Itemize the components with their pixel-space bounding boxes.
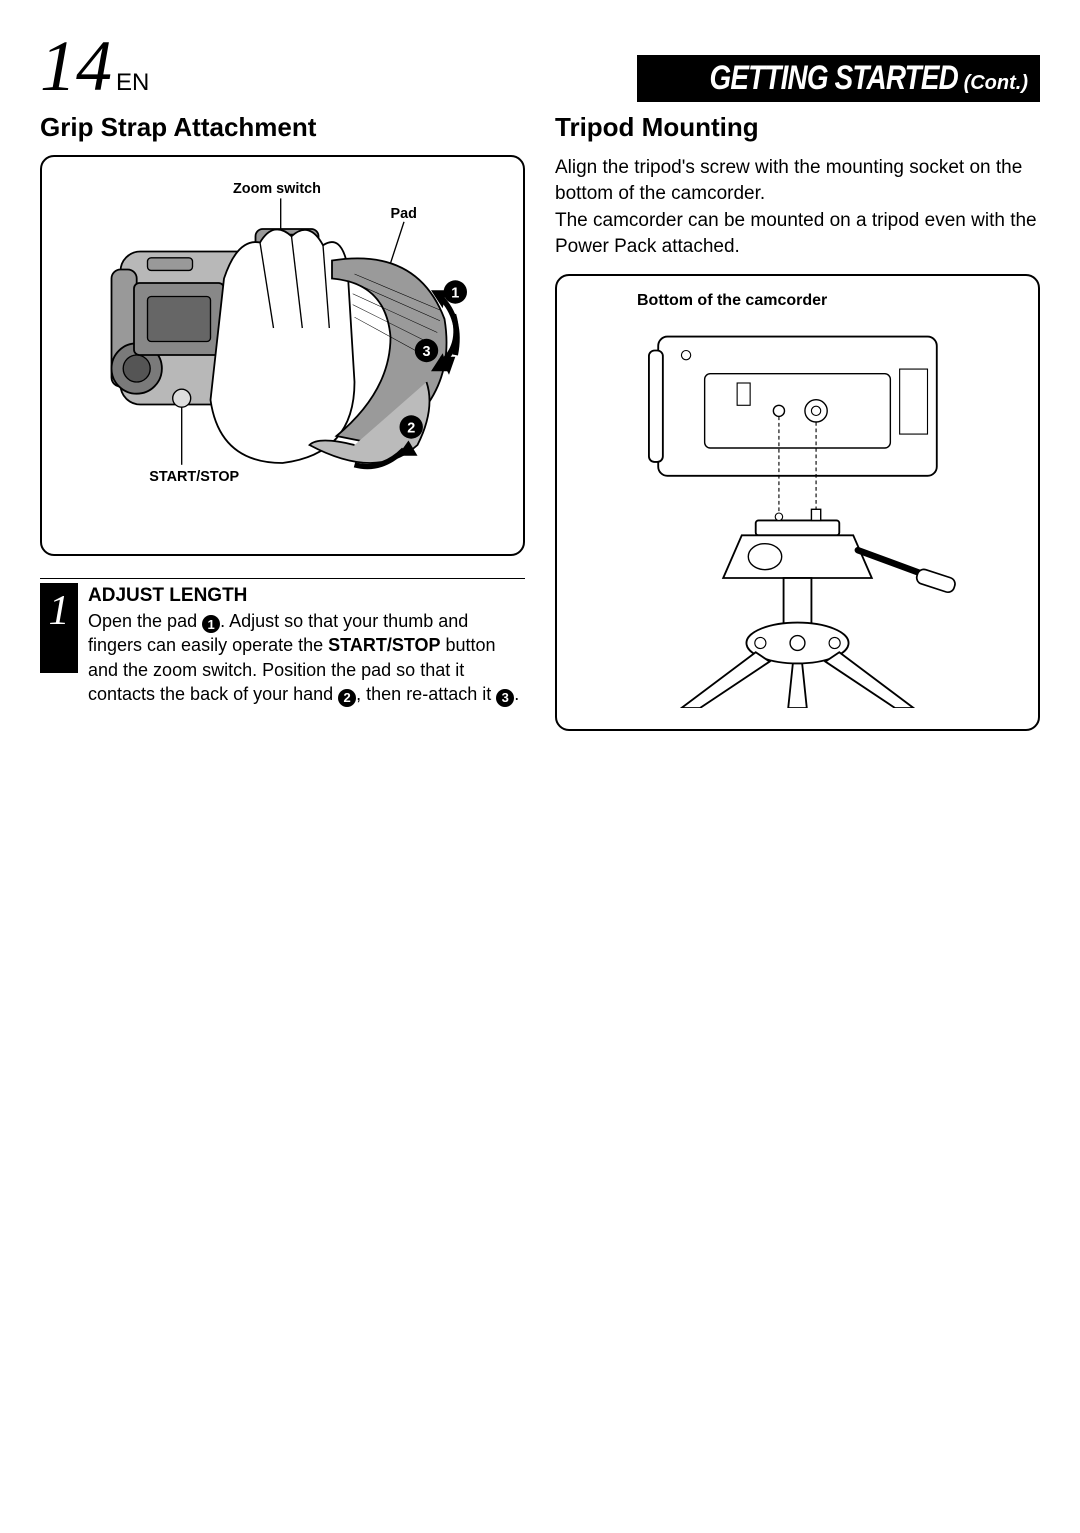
step-text-a: Open the pad xyxy=(88,611,202,631)
tripod-mounting-illustration xyxy=(577,318,1018,708)
step-1: 1 ADJUST LENGTH Open the pad 1. Adjust s… xyxy=(40,578,525,707)
grip-strap-illustration: Zoom switch Pad xyxy=(56,175,509,535)
tripod-p1: Align the tripod's screw with the mounti… xyxy=(555,155,1040,206)
tripod-figure-box: Bottom of the camcorder xyxy=(555,274,1040,731)
pad-label: Pad xyxy=(391,206,417,222)
zoom-switch-label: Zoom switch xyxy=(233,181,321,197)
camcorder-bottom-icon xyxy=(649,336,937,475)
start-stop-label: START/STOP xyxy=(149,469,239,485)
page-number: 14 xyxy=(40,26,112,106)
inline-circle-3: 3 xyxy=(496,689,514,707)
right-column: Tripod Mounting Align the tripod's screw… xyxy=(555,112,1040,731)
tripod-p2: The camcorder can be mounted on a tripod… xyxy=(555,208,1040,259)
page-lang: EN xyxy=(116,69,149,96)
svg-text:2: 2 xyxy=(407,420,415,436)
left-column: Grip Strap Attachment Zoom switch Pad xyxy=(40,112,525,731)
content-columns: Grip Strap Attachment Zoom switch Pad xyxy=(0,102,1080,731)
step-heading: ADJUST LENGTH xyxy=(88,583,525,609)
header-banner: GETTING STARTED (Cont.) xyxy=(637,55,1040,102)
step-number: 1 xyxy=(40,583,78,673)
grip-figure-box: Zoom switch Pad xyxy=(40,155,525,556)
page-number-block: 14EN xyxy=(40,30,149,102)
step-body: ADJUST LENGTH Open the pad 1. Adjust so … xyxy=(78,583,525,707)
page-header: 14EN GETTING STARTED (Cont.) xyxy=(0,0,1080,102)
inline-circle-2: 2 xyxy=(338,689,356,707)
inline-circle-1: 1 xyxy=(202,615,220,633)
svg-text:3: 3 xyxy=(422,344,430,360)
tripod-fig-label: Bottom of the camcorder xyxy=(637,292,1018,310)
header-title: GETTING STARTED xyxy=(709,59,957,98)
step-text-e: . xyxy=(514,684,519,704)
grip-section-title: Grip Strap Attachment xyxy=(40,112,525,143)
header-cont: (Cont.) xyxy=(964,72,1028,95)
tripod-head-icon xyxy=(723,509,956,663)
svg-text:1: 1 xyxy=(451,285,459,301)
tripod-section-title: Tripod Mounting xyxy=(555,112,1040,143)
start-stop-inline: START/STOP xyxy=(328,635,440,655)
step-text-d: , then re-attach it xyxy=(356,684,496,704)
